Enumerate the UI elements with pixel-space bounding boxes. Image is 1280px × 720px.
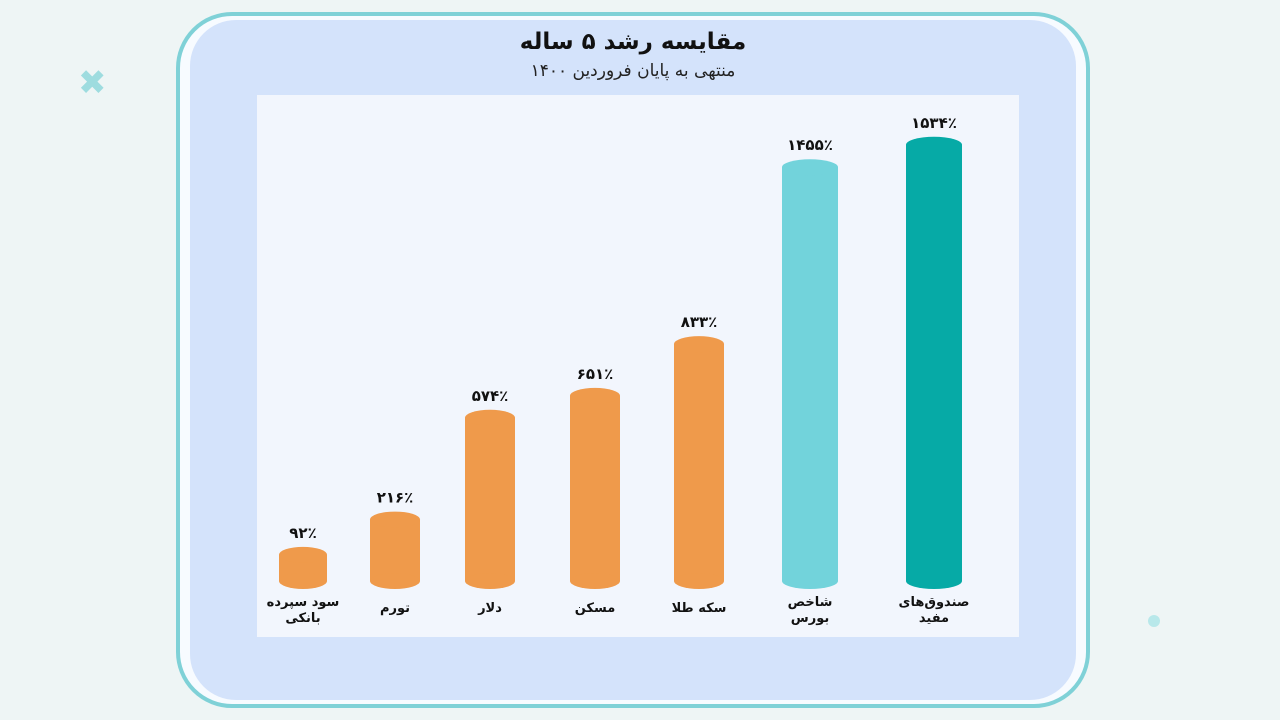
bar-group: ۶۵۱٪ مسکن xyxy=(570,365,620,616)
bar xyxy=(782,167,838,581)
category-label: مسکن xyxy=(575,601,616,616)
category-label: شاخص بورس xyxy=(788,595,833,626)
bar-group: ۸۳۳٪ سکه طلا xyxy=(672,313,727,616)
category-label-line: بورس xyxy=(791,611,829,626)
bar-bottom-cap xyxy=(906,573,962,589)
data-label: ۸۳۳٪ xyxy=(681,313,718,331)
data-label: ۱۵۳۴٪ xyxy=(911,114,957,132)
category-label-line: مفید xyxy=(919,611,949,626)
bar xyxy=(370,519,420,581)
bar-top-cap xyxy=(465,409,515,426)
bar-top-cap xyxy=(782,159,838,176)
category-label-line: تورم xyxy=(380,601,410,616)
bar-top-cap xyxy=(906,136,962,153)
chart-title: مقایسه رشد ۵ ساله xyxy=(519,29,747,55)
bar-bottom-cap xyxy=(782,573,838,589)
bar-bottom-cap xyxy=(370,573,420,589)
bar-bottom-cap xyxy=(674,573,724,589)
category-label: سکه طلا xyxy=(672,601,727,616)
category-label: دلار xyxy=(477,601,502,616)
bar-group: ۵۷۴٪ دلار xyxy=(465,387,515,616)
data-label: ۵۷۴٪ xyxy=(472,387,509,405)
category-label-line: شاخص xyxy=(788,595,833,610)
category-label: سود سپرده بانکی xyxy=(267,595,340,626)
bar-group: ۱۴۵۵٪ شاخص بورس xyxy=(782,136,838,626)
bar xyxy=(465,417,515,581)
category-label-line: صندوق‌های xyxy=(899,595,970,610)
bar-group: ۱۵۳۴٪ صندوق‌های مفید xyxy=(899,114,970,626)
bar-top-cap xyxy=(570,387,620,404)
bar-bottom-cap xyxy=(465,573,515,589)
category-label-line: مسکن xyxy=(575,601,616,616)
bar-chart: ۹۲٪ سود سپرده بانکی ۲۱۶٪ تورم ۵۷۴٪ دلار ۶۵۱٪ مسک… xyxy=(267,114,970,626)
data-label: ۹۲٪ xyxy=(289,524,316,542)
bar-group: ۹۲٪ سود سپرده بانکی xyxy=(267,524,340,626)
close-icon: ✖ xyxy=(78,63,107,103)
bar-bottom-cap xyxy=(570,573,620,589)
bar-bottom-cap xyxy=(279,573,327,589)
category-label-line: سود سپرده xyxy=(267,595,340,610)
bar xyxy=(906,144,962,582)
data-label: ۶۵۱٪ xyxy=(577,365,614,383)
category-label: صندوق‌های مفید xyxy=(899,595,970,626)
data-label: ۲۱۶٪ xyxy=(377,489,414,507)
category-label: تورم xyxy=(380,601,410,616)
bar-top-cap xyxy=(279,546,327,563)
bar xyxy=(674,344,724,581)
bar xyxy=(570,395,620,581)
decorative-dot xyxy=(1148,615,1160,627)
chart-subtitle: منتهی به پایان فروردین ۱۴۰۰ xyxy=(530,61,736,81)
category-label-line: سکه طلا xyxy=(672,601,727,616)
bar-top-cap xyxy=(370,511,420,528)
bar-top-cap xyxy=(674,336,724,353)
category-label-line: دلار xyxy=(477,601,502,616)
bar-group: ۲۱۶٪ تورم xyxy=(370,489,420,616)
category-label-line: بانکی xyxy=(285,611,320,626)
data-label: ۱۴۵۵٪ xyxy=(787,136,833,154)
